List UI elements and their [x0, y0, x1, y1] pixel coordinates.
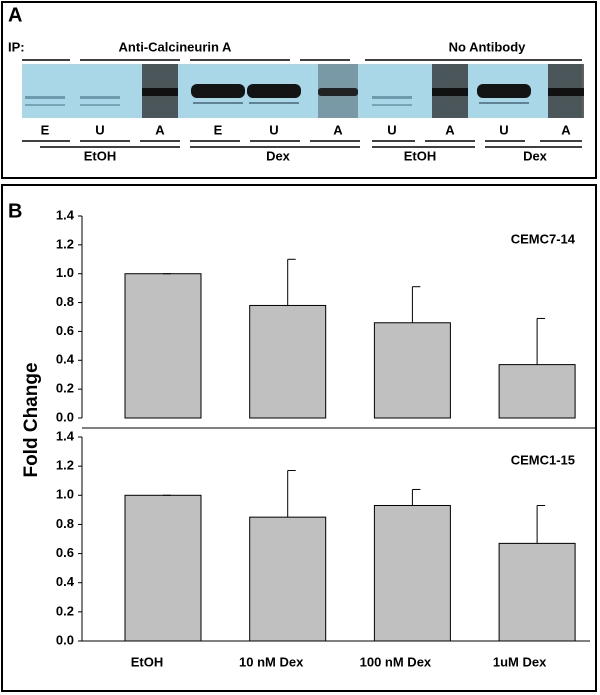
bar: [498, 364, 576, 419]
band: [479, 102, 529, 104]
condition-label: EtOH: [84, 148, 117, 163]
band: [372, 96, 412, 99]
band: [80, 104, 120, 106]
panel-label: B: [8, 200, 22, 222]
bar: [498, 542, 576, 642]
band: [318, 88, 358, 96]
panel-b-frame: [1, 184, 597, 692]
condition-label: EtOH: [404, 148, 437, 163]
y-tick-label: 1.4: [56, 207, 75, 222]
y-tick-label: 0.8: [56, 294, 74, 309]
bar: [124, 494, 202, 642]
panel-a-frame: [1, 1, 597, 179]
ip-label: IP:: [8, 39, 25, 54]
x-tick-label: 100 nM Dex: [360, 654, 432, 669]
lane-label: A: [155, 122, 165, 137]
series-annotation: CEMC1-15: [511, 452, 575, 467]
y-tick-label: 1.0: [56, 487, 74, 502]
group-label: Anti-Calcineurin A: [119, 39, 233, 54]
lane-label: A: [333, 122, 343, 137]
series-annotation: CEMC7-14: [511, 231, 576, 246]
band: [191, 84, 245, 98]
y-axis-label: Fold Change: [21, 362, 42, 477]
bar: [249, 304, 327, 419]
bar: [249, 516, 327, 642]
condition-label: Dex: [523, 148, 548, 163]
band: [25, 96, 65, 99]
y-tick-label: 1.0: [56, 265, 74, 280]
y-tick-label: 0.8: [56, 516, 74, 531]
y-tick-label: 1.2: [56, 236, 74, 251]
lane-label: U: [499, 122, 508, 137]
y-tick-label: 1.2: [56, 458, 74, 473]
bar: [124, 273, 202, 419]
lane-label: A: [561, 122, 571, 137]
y-tick-label: 0.6: [56, 323, 74, 338]
y-tick-label: 1.4: [56, 428, 75, 443]
panel-label: A: [8, 4, 22, 26]
group-label: No Antibody: [449, 39, 527, 54]
band: [548, 88, 584, 96]
band: [249, 102, 299, 104]
lane-label: U: [95, 122, 104, 137]
band: [477, 84, 531, 98]
y-tick-label: 0.2: [56, 381, 74, 396]
lane-label: E: [214, 122, 223, 137]
band: [142, 88, 178, 96]
band: [372, 104, 412, 106]
x-tick-label: 10 nM Dex: [239, 654, 304, 669]
y-tick-label: 0.0: [56, 409, 74, 424]
band: [25, 104, 65, 106]
bar: [373, 504, 451, 642]
y-tick-label: 0.4: [56, 352, 75, 367]
x-tick-label: EtOH: [131, 654, 164, 669]
band: [432, 88, 468, 96]
bar: [373, 322, 451, 419]
y-tick-label: 0.6: [56, 545, 74, 560]
lane-label: U: [269, 122, 278, 137]
band: [80, 96, 120, 99]
y-tick-label: 0.4: [56, 574, 75, 589]
y-tick-label: 0.0: [56, 632, 74, 647]
band: [247, 84, 301, 98]
band: [193, 102, 243, 104]
lane-label: A: [445, 122, 455, 137]
x-tick-label: 1uM Dex: [493, 654, 547, 669]
lane-label: E: [41, 122, 50, 137]
y-tick-label: 0.2: [56, 603, 74, 618]
lane-label: U: [387, 122, 396, 137]
condition-label: Dex: [266, 148, 291, 163]
